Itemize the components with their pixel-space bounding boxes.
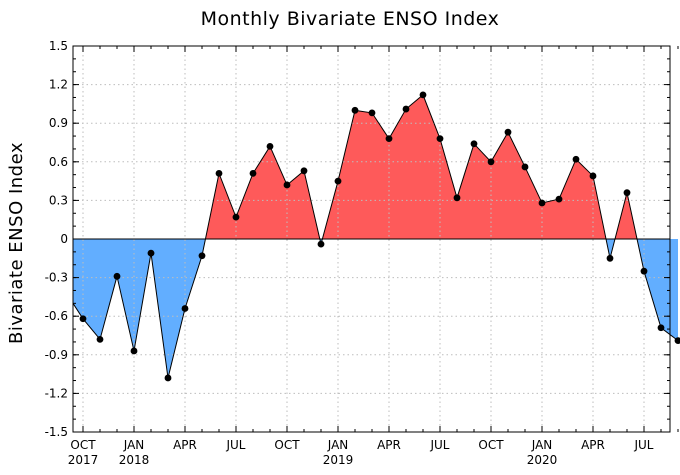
data-point [283, 181, 291, 189]
positive-area [322, 94, 607, 239]
data-point [351, 106, 359, 114]
y-tick-label: 1.2 [49, 78, 68, 92]
data-point [334, 177, 342, 185]
x-tick-label: JAN [327, 438, 349, 452]
x-tick-label: APR [173, 438, 197, 452]
y-tick-label: 0.6 [49, 155, 68, 169]
x-tick-year-label: 2020 [527, 453, 558, 467]
negative-area [637, 239, 678, 341]
data-point [436, 135, 444, 143]
data-point [521, 163, 529, 171]
data-point [232, 213, 240, 221]
data-point [147, 249, 155, 257]
data-point [640, 267, 648, 275]
data-point [198, 252, 206, 260]
data-point [249, 169, 257, 177]
data-point [164, 374, 172, 382]
negative-area [73, 239, 206, 378]
data-point [470, 140, 478, 148]
data-point [402, 105, 410, 113]
data-point [419, 91, 427, 99]
negative-area [606, 239, 615, 259]
data-point [538, 199, 546, 207]
data-point [674, 337, 680, 345]
data-point [572, 155, 580, 163]
data-point [96, 335, 104, 343]
y-tick-label: -0.9 [45, 348, 68, 362]
data-point [453, 194, 461, 202]
data-point [504, 128, 512, 136]
data-point [589, 172, 597, 180]
data-point [487, 158, 495, 166]
data-point [657, 324, 665, 332]
x-tick-label: OCT [70, 438, 96, 452]
x-tick-label: JUL [633, 438, 653, 452]
positive-area [205, 146, 320, 239]
data-point [130, 347, 138, 355]
data-point [266, 142, 274, 150]
data-point [623, 189, 631, 197]
y-tick-label: 0 [60, 232, 68, 246]
chart-title: Monthly Bivariate ENSO Index [201, 8, 500, 30]
y-tick-label: -1.2 [45, 386, 68, 400]
y-tick-label: -0.6 [45, 309, 68, 323]
y-axis-label: Bivariate ENSO Index [6, 142, 27, 344]
x-tick-label: JAN [123, 438, 145, 452]
x-tick-year-label: 2019 [323, 453, 354, 467]
x-tick-label: JUL [225, 438, 245, 452]
data-point [317, 240, 325, 248]
data-point [385, 135, 393, 143]
y-tick-label: -1.5 [45, 425, 68, 439]
y-tick-label: 0.9 [49, 116, 68, 130]
x-tick-label: OCT [274, 438, 300, 452]
x-tick-label: APR [581, 438, 605, 452]
x-tick-label: OCT [478, 438, 504, 452]
plot-area: 1.51.20.90.60.30-0.3-0.6-0.9-1.2-1.5OCT2… [45, 39, 680, 467]
y-tick-label: -0.3 [45, 271, 68, 285]
x-tick-label: JAN [531, 438, 553, 452]
data-point [300, 167, 308, 175]
data-point [368, 109, 376, 117]
y-tick-label: 1.5 [49, 39, 68, 53]
y-tick-label: 0.3 [49, 193, 68, 207]
x-tick-label: APR [377, 438, 401, 452]
data-point [113, 272, 121, 280]
positive-area [615, 192, 638, 239]
x-tick-label: JUL [429, 438, 449, 452]
x-tick-year-label: 2017 [68, 453, 99, 467]
data-point [79, 315, 87, 323]
data-point [606, 254, 614, 262]
x-tick-year-label: 2018 [119, 453, 150, 467]
data-point [181, 305, 189, 312]
data-point [215, 169, 223, 177]
data-point [555, 195, 563, 203]
